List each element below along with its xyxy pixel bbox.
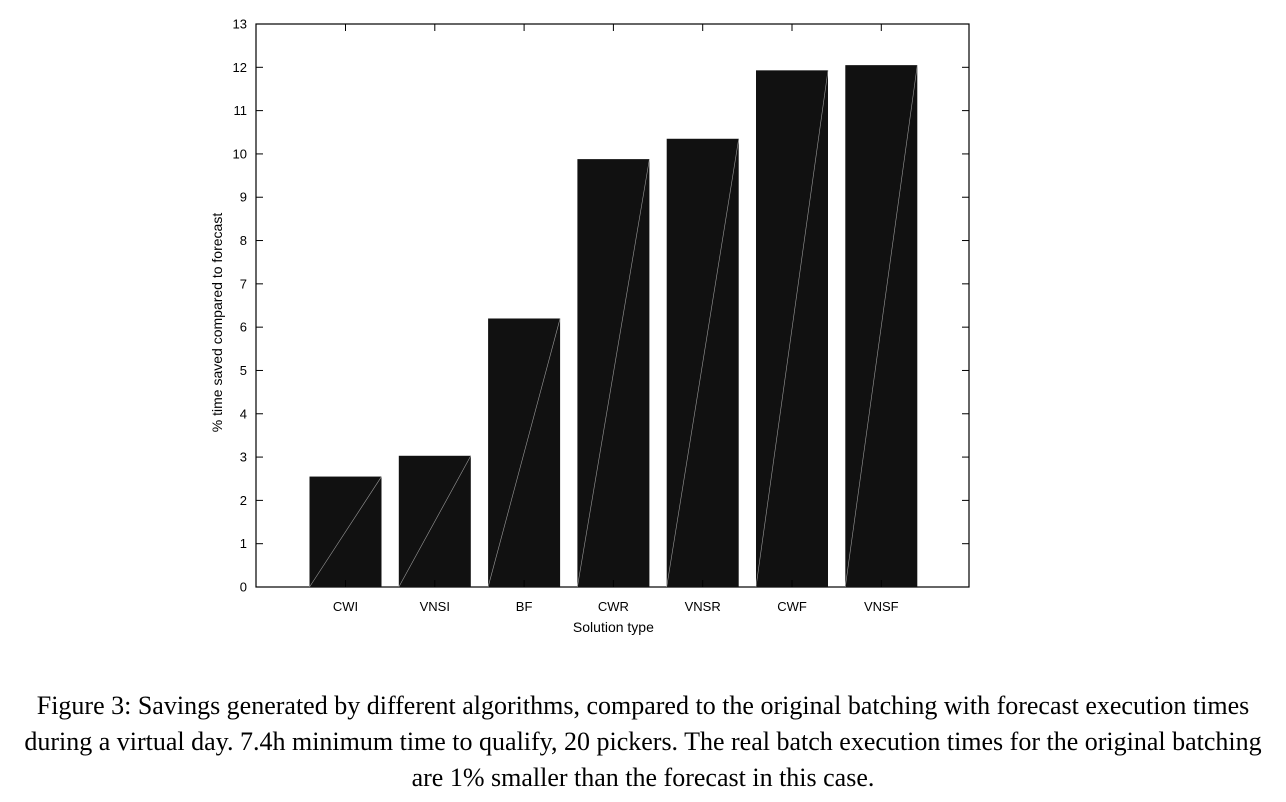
- y-tick-label: 2: [240, 493, 247, 508]
- x-tick-label-bf: BF: [516, 599, 533, 614]
- bars: [309, 65, 918, 588]
- y-tick-label: 12: [233, 60, 247, 75]
- y-tick-label: 9: [240, 190, 247, 205]
- y-tick-label: 5: [240, 363, 247, 378]
- y-tick-label: 8: [240, 233, 247, 248]
- y-tick-label: 3: [240, 450, 247, 465]
- x-tick-label-cwr: CWR: [598, 599, 629, 614]
- y-tick-label: 4: [240, 406, 247, 421]
- x-axis-title: Solution type: [573, 619, 654, 635]
- x-tick-label-vnsi: VNSI: [420, 599, 450, 614]
- bar-diagonal-cwf: [755, 70, 829, 588]
- bar-diagonal-vnsf: [845, 65, 918, 588]
- y-tick-label: 13: [233, 17, 247, 32]
- y-tick-label: 10: [233, 146, 247, 161]
- y-axis-title: % time saved compared to forecast: [209, 213, 225, 433]
- bar-diagonal-vnsi: [398, 455, 472, 588]
- bar-diagonal-bf: [487, 318, 561, 588]
- y-tick-label: 0: [240, 580, 247, 595]
- y-tick-label: 7: [240, 276, 247, 291]
- y-tick-label: 11: [234, 103, 248, 118]
- y-tick-label: 6: [240, 320, 247, 335]
- x-tick-label-vnsf: VNSF: [864, 599, 899, 614]
- x-tick-label-vnsr: VNSR: [685, 599, 721, 614]
- x-tick-label-cwi: CWI: [333, 599, 358, 614]
- bar-diagonal-cwi: [309, 476, 382, 588]
- x-axis-ticks: CWI VNSI BF CWR VNSR CWF VNSF: [333, 24, 899, 614]
- x-tick-label-cwf: CWF: [777, 599, 807, 614]
- figure-caption: Figure 3: Savings generated by different…: [24, 691, 1262, 792]
- y-tick-label: 1: [240, 536, 247, 551]
- bar-diagonal-cwr: [577, 159, 650, 588]
- bar-diagonal-vnsr: [666, 138, 739, 588]
